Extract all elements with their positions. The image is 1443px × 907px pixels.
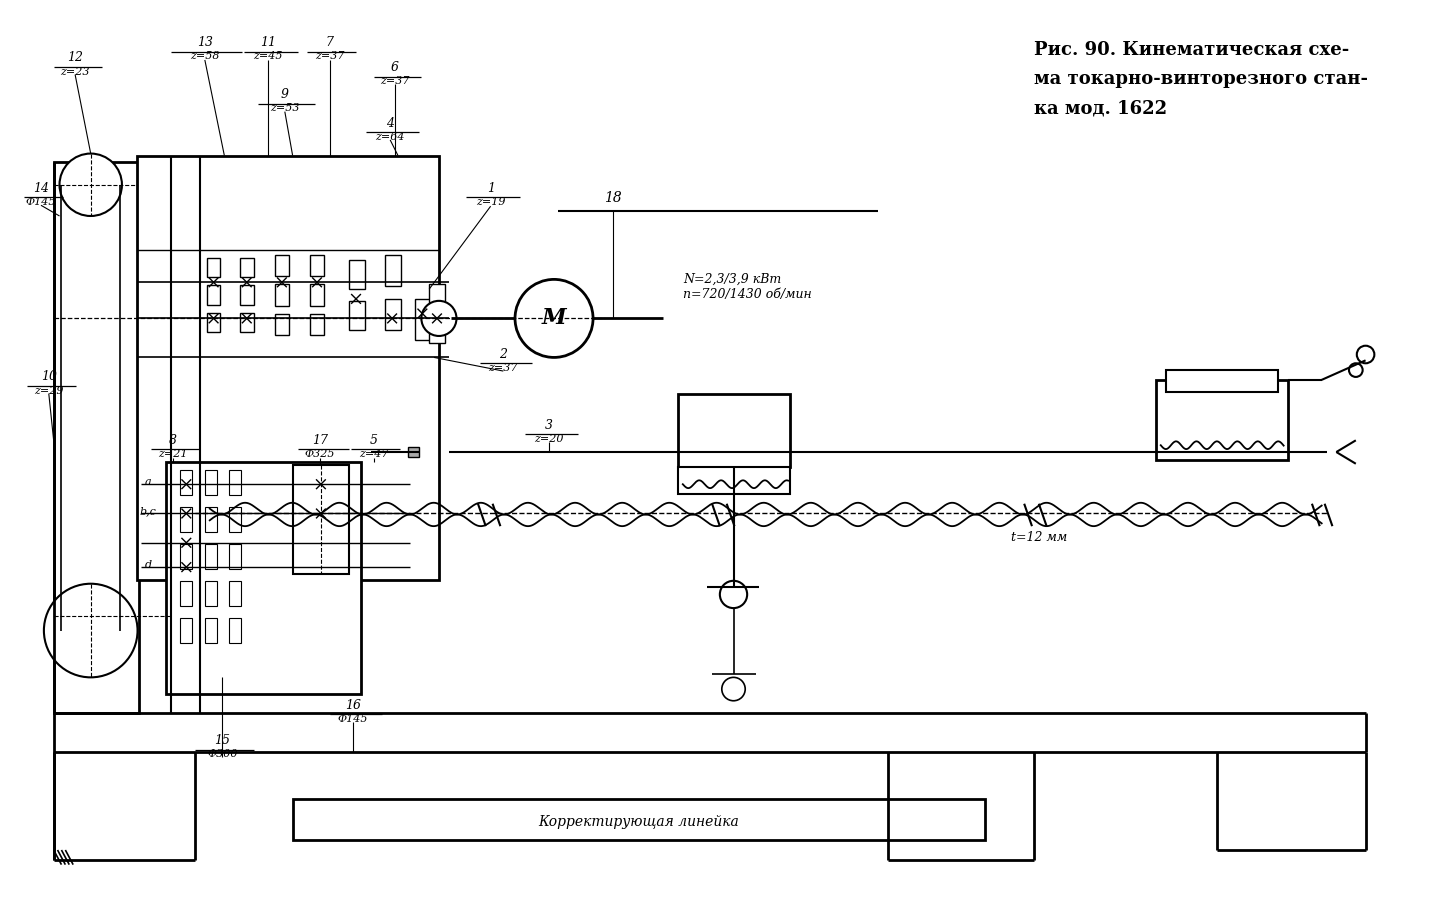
- Bar: [240, 285, 254, 305]
- Text: Φ300: Φ300: [208, 749, 238, 759]
- Bar: [276, 314, 289, 335]
- Text: 2: 2: [499, 348, 508, 361]
- Bar: [310, 284, 323, 306]
- Text: a: a: [144, 477, 152, 487]
- Text: 10: 10: [40, 370, 56, 384]
- Bar: [349, 260, 365, 289]
- Bar: [678, 394, 791, 467]
- Text: 17: 17: [312, 434, 328, 447]
- Text: t=12 мм: t=12 мм: [1010, 532, 1066, 544]
- Circle shape: [722, 678, 745, 701]
- Bar: [205, 618, 216, 643]
- Text: 1: 1: [486, 182, 495, 195]
- Circle shape: [720, 580, 747, 608]
- Text: Φ145: Φ145: [338, 715, 368, 725]
- Bar: [414, 299, 430, 340]
- Text: d: d: [144, 561, 152, 571]
- Text: z=19: z=19: [476, 198, 505, 208]
- Text: 14: 14: [33, 182, 49, 195]
- Bar: [137, 155, 439, 580]
- Text: z=37: z=37: [315, 51, 345, 61]
- Text: 5: 5: [369, 434, 378, 447]
- Text: ка мод. 1622: ка мод. 1622: [1035, 100, 1167, 118]
- Text: 6: 6: [391, 62, 400, 74]
- Text: b,c: b,c: [140, 506, 157, 517]
- Text: z=47: z=47: [359, 449, 388, 459]
- Text: 3: 3: [545, 419, 553, 433]
- Text: z=53: z=53: [270, 102, 300, 112]
- Bar: [205, 470, 216, 495]
- Bar: [385, 299, 401, 330]
- Bar: [205, 543, 216, 569]
- Bar: [240, 313, 254, 332]
- Bar: [180, 470, 192, 495]
- Bar: [1166, 370, 1278, 392]
- Text: M: M: [541, 307, 566, 329]
- Bar: [180, 618, 192, 643]
- Bar: [205, 507, 216, 532]
- Circle shape: [43, 584, 137, 678]
- Text: 12: 12: [68, 52, 84, 64]
- Text: Φ145: Φ145: [26, 198, 56, 208]
- Bar: [166, 462, 361, 694]
- Text: z=21: z=21: [157, 449, 188, 459]
- Text: z=64: z=64: [375, 132, 405, 142]
- Bar: [229, 618, 241, 643]
- Bar: [206, 285, 221, 305]
- Text: z=20: z=20: [534, 434, 564, 444]
- Bar: [53, 162, 140, 714]
- Bar: [240, 258, 254, 278]
- Bar: [229, 507, 241, 532]
- Text: z=29: z=29: [35, 385, 63, 395]
- Bar: [276, 255, 289, 277]
- Bar: [206, 313, 221, 332]
- Bar: [678, 467, 791, 494]
- Text: z=45: z=45: [254, 51, 283, 61]
- Bar: [205, 580, 216, 606]
- Text: 9: 9: [281, 88, 289, 101]
- Text: 8: 8: [169, 434, 176, 447]
- Text: ма токарно-винторезного стан-: ма токарно-винторезного стан-: [1035, 71, 1368, 88]
- Bar: [180, 580, 192, 606]
- Text: 16: 16: [345, 699, 361, 712]
- Text: 18: 18: [603, 191, 622, 205]
- Bar: [349, 301, 365, 330]
- Bar: [310, 314, 323, 335]
- Text: z=37: z=37: [381, 76, 410, 86]
- Text: z=37: z=37: [489, 363, 518, 373]
- Text: z=23: z=23: [61, 66, 89, 76]
- Bar: [310, 255, 323, 277]
- Circle shape: [59, 153, 121, 216]
- Text: N=2,3/3,9 кВт
п=720/1430 об/мин: N=2,3/3,9 кВт п=720/1430 об/мин: [683, 273, 811, 301]
- Bar: [180, 543, 192, 569]
- Bar: [408, 447, 420, 457]
- Text: Рис. 90. Кинематическая схе-: Рис. 90. Кинематическая схе-: [1035, 41, 1349, 59]
- Text: Φ325: Φ325: [304, 449, 335, 459]
- Circle shape: [421, 301, 456, 336]
- Circle shape: [1356, 346, 1374, 364]
- Bar: [206, 258, 221, 278]
- Text: Корректирующая линейка: Корректирующая линейка: [538, 814, 739, 829]
- Bar: [293, 799, 986, 840]
- Bar: [276, 284, 289, 306]
- Text: 11: 11: [260, 36, 276, 49]
- Bar: [385, 255, 401, 287]
- Text: 15: 15: [215, 735, 231, 747]
- Bar: [1156, 380, 1287, 460]
- Circle shape: [515, 279, 593, 357]
- Bar: [293, 464, 349, 574]
- Circle shape: [1349, 364, 1362, 377]
- Bar: [180, 507, 192, 532]
- Text: 13: 13: [196, 36, 212, 49]
- Text: z=58: z=58: [190, 51, 219, 61]
- Bar: [229, 580, 241, 606]
- Bar: [429, 284, 444, 343]
- Text: 7: 7: [326, 36, 333, 49]
- Bar: [229, 543, 241, 569]
- Bar: [229, 470, 241, 495]
- Text: 4: 4: [387, 117, 394, 130]
